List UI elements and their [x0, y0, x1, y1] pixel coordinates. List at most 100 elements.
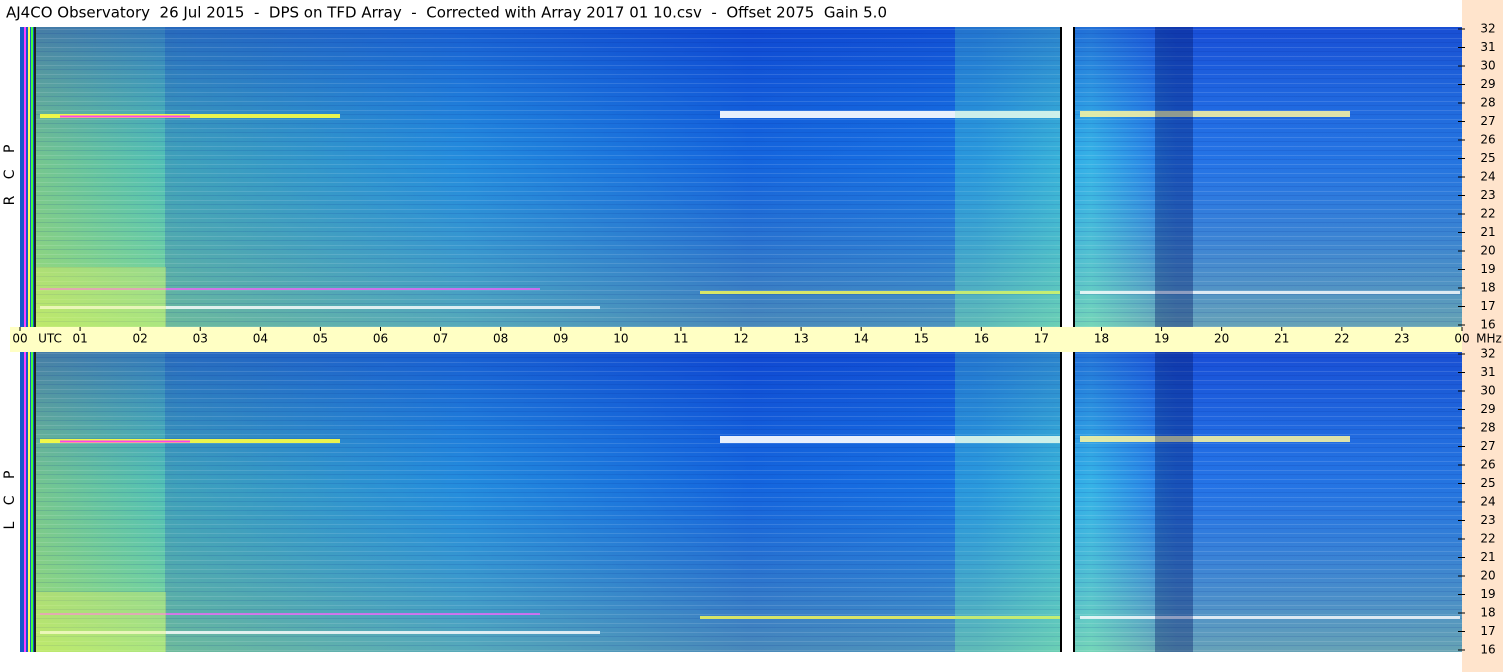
- emission-band: [40, 613, 540, 615]
- gap-edge: [1060, 27, 1062, 327]
- emission-band: [720, 111, 1060, 118]
- y-tick-label: 18: [1480, 606, 1495, 620]
- x-tick-label: 07: [433, 332, 448, 346]
- x-tick-label: 19: [1154, 332, 1169, 346]
- y-tick-label: 25: [1480, 476, 1495, 490]
- emission-band: [955, 27, 1060, 327]
- x-tick-label: 15: [914, 332, 929, 346]
- panels: [20, 27, 1462, 652]
- y-tick-label: 16: [1480, 643, 1495, 657]
- x-tick-label: 04: [253, 332, 268, 346]
- spectrum-stripes: [36, 27, 1462, 327]
- emission-band: [36, 592, 166, 652]
- edge-stripe: [34, 352, 36, 652]
- emission-band: [700, 616, 1060, 619]
- y-tick-label: 31: [1480, 365, 1495, 379]
- y-tick-label: 16: [1480, 318, 1495, 332]
- edge-stripe: [34, 27, 36, 327]
- x-tick-label: 08: [493, 332, 508, 346]
- edge-stripe: [31, 352, 33, 652]
- data-gap: [1060, 27, 1075, 327]
- panel-label: L C P: [2, 465, 18, 530]
- x-tick-label: 01: [72, 332, 87, 346]
- emission-band: [36, 267, 166, 327]
- y-tick-label: 27: [1480, 114, 1495, 128]
- y-tick-label: 17: [1480, 299, 1495, 313]
- x-tick-label: 13: [793, 332, 808, 346]
- emission-band: [1080, 291, 1460, 294]
- x-unit: UTC: [38, 332, 62, 346]
- x-tick-label: 12: [733, 332, 748, 346]
- dark-column: [1155, 352, 1193, 652]
- x-tick-label: 23: [1394, 332, 1409, 346]
- edge-stripe: [31, 27, 33, 327]
- y-tick-label: 24: [1480, 170, 1495, 184]
- x-tick-label: 11: [673, 332, 688, 346]
- data-gap: [1060, 352, 1075, 652]
- y-tick-label: 29: [1480, 77, 1495, 91]
- y-tick-label: 20: [1480, 244, 1495, 258]
- y-tick-label: 26: [1480, 133, 1495, 147]
- x-tick-label: 20: [1214, 332, 1229, 346]
- gap-edge: [1060, 352, 1062, 652]
- y-tick-label: 24: [1480, 495, 1495, 509]
- x-tick-label: 18: [1094, 332, 1109, 346]
- x-tick-label: 02: [133, 332, 148, 346]
- y-tick-label: 32: [1480, 347, 1495, 361]
- x-tick-label: 06: [373, 332, 388, 346]
- x-tick-label: 22: [1334, 332, 1349, 346]
- emission-band: [1080, 111, 1350, 117]
- emission-band: [60, 440, 190, 443]
- x-tick-label: 03: [193, 332, 208, 346]
- time-axis-strip: [10, 327, 1462, 352]
- emission-band: [955, 352, 1060, 652]
- y-tick-label: 21: [1480, 550, 1495, 564]
- y-tick-label: 25: [1480, 151, 1495, 165]
- x-tick-label: 17: [1034, 332, 1049, 346]
- edge-stripe: [28, 352, 30, 652]
- panel-label: R C P: [2, 139, 18, 206]
- y-tick-label: 30: [1480, 384, 1495, 398]
- x-tick-label: 00: [12, 332, 27, 346]
- x-tick-label: 05: [313, 332, 328, 346]
- emission-band: [720, 436, 1060, 443]
- emission-band: [1080, 436, 1350, 442]
- edge-stripe: [24, 352, 26, 652]
- y-tick-label: 19: [1480, 262, 1495, 276]
- gap-edge: [1073, 352, 1075, 652]
- y-tick-label: 27: [1480, 439, 1495, 453]
- spectrum-stripes: [36, 352, 1462, 652]
- emission-band: [40, 631, 600, 634]
- y-tick-label: 20: [1480, 569, 1495, 583]
- y-tick-label: 28: [1480, 421, 1495, 435]
- y-tick-label: 30: [1480, 59, 1495, 73]
- emission-band: [40, 306, 600, 309]
- y-tick-label: 26: [1480, 458, 1495, 472]
- x-tick-label: 21: [1274, 332, 1289, 346]
- gap-edge: [1073, 27, 1075, 327]
- y-tick-label: 31: [1480, 40, 1495, 54]
- emission-band: [1080, 616, 1460, 619]
- x-tick-label: 14: [854, 332, 869, 346]
- y-tick-label: 22: [1480, 207, 1495, 221]
- x-tick-label: 09: [553, 332, 568, 346]
- emission-band: [700, 291, 1060, 294]
- chart-title: AJ4CO Observatory 26 Jul 2015 - DPS on T…: [6, 4, 887, 22]
- y-tick-label: 28: [1480, 96, 1495, 110]
- y-tick-label: 19: [1480, 587, 1495, 601]
- edge-stripe: [28, 27, 30, 327]
- y-tick-label: 23: [1480, 188, 1495, 202]
- y-tick-label: 29: [1480, 402, 1495, 416]
- x-tick-label: 16: [974, 332, 989, 346]
- y-tick-label: 23: [1480, 513, 1495, 527]
- x-tick-label: 10: [613, 332, 628, 346]
- y-tick-label: 21: [1480, 225, 1495, 239]
- dark-column: [1155, 27, 1193, 327]
- y-tick-label: 22: [1480, 532, 1495, 546]
- y-tick-label: 18: [1480, 281, 1495, 295]
- frequency-axis-strip: [1462, 0, 1503, 672]
- y-tick-label: 17: [1480, 624, 1495, 638]
- edge-stripe: [24, 27, 26, 327]
- emission-band: [40, 288, 540, 290]
